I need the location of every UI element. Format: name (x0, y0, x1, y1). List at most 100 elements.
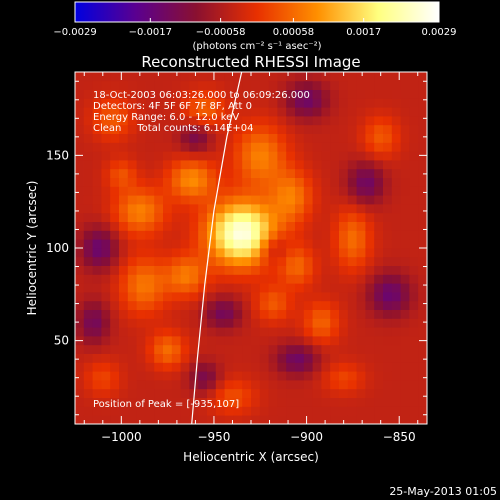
heatmap-cell (383, 327, 393, 337)
heatmap-cell (101, 406, 111, 416)
heatmap-cell (180, 204, 190, 214)
heatmap-cell (347, 89, 357, 99)
heatmap-cell (163, 248, 173, 258)
heatmap-cell (356, 397, 366, 407)
heatmap-cell (286, 415, 296, 424)
heatmap-cell (400, 239, 410, 249)
heatmap-cell (110, 142, 120, 152)
heatmap-cell (215, 107, 225, 117)
heatmap-cell (189, 133, 199, 143)
heatmap-cell (251, 133, 261, 143)
heatmap-cell (171, 168, 181, 178)
heatmap-cell (312, 160, 322, 170)
heatmap-cell (83, 353, 93, 363)
heatmap-cell (198, 186, 208, 196)
heatmap-cell (312, 89, 322, 99)
heatmap-cell (339, 107, 349, 117)
heatmap-cell (136, 80, 146, 90)
heatmap-cell (295, 300, 305, 310)
heatmap-cell (259, 265, 269, 275)
heatmap-cell (136, 292, 146, 302)
heatmap-cell (374, 274, 384, 284)
heatmap-cell (154, 256, 164, 266)
heatmap-cell (374, 160, 384, 170)
heatmap-cell (409, 116, 419, 126)
heatmap-cell (347, 300, 357, 310)
heatmap-cell (286, 300, 296, 310)
heatmap-cell (409, 80, 419, 90)
heatmap-cell (198, 406, 208, 416)
heatmap-cell (277, 186, 287, 196)
heatmap-cell (259, 406, 269, 416)
heatmap-cell (224, 353, 234, 363)
heatmap-cell (418, 292, 427, 302)
heatmap-cell (119, 186, 129, 196)
heatmap-cell (171, 388, 181, 398)
heatmap-cell (400, 344, 410, 354)
heatmap-cell (207, 142, 217, 152)
heatmap-cell (374, 204, 384, 214)
heatmap-cell (233, 256, 243, 266)
heatmap-cell (136, 89, 146, 99)
heatmap-cell (339, 98, 349, 108)
heatmap-cell (277, 380, 287, 390)
heatmap-cell (303, 133, 313, 143)
heatmap-cell (259, 336, 269, 346)
heatmap-cell (136, 124, 146, 134)
heatmap-cell (233, 265, 243, 275)
heatmap-cell (215, 336, 225, 346)
heatmap-cell (180, 116, 190, 126)
heatmap-cell (312, 133, 322, 143)
heatmap-cell (312, 107, 322, 117)
heatmap-cell (92, 265, 102, 275)
heatmap-cell (383, 195, 393, 205)
heatmap-cell (339, 371, 349, 381)
heatmap-cell (207, 283, 217, 293)
heatmap-cell (127, 362, 137, 372)
heatmap-cell (391, 195, 401, 205)
heatmap-cell (215, 309, 225, 319)
heatmap-cell (374, 98, 384, 108)
heatmap-cell (83, 388, 93, 398)
heatmap-cell (180, 221, 190, 231)
colorbar-tick-label: 0.0029 (422, 27, 457, 38)
heatmap-cell (215, 292, 225, 302)
heatmap-cell (92, 327, 102, 337)
heatmap-cell (312, 344, 322, 354)
heatmap-cell (92, 204, 102, 214)
heatmap-cell (198, 89, 208, 99)
heatmap-cell (356, 142, 366, 152)
heatmap-cell (295, 344, 305, 354)
heatmap-cell (312, 283, 322, 293)
heatmap-cell (259, 177, 269, 187)
heatmap-cell (391, 80, 401, 90)
heatmap-cell (356, 336, 366, 346)
heatmap-cell (171, 98, 181, 108)
heatmap-cell (418, 388, 427, 398)
heatmap-cell (251, 318, 261, 328)
heatmap-cell (180, 309, 190, 319)
heatmap-cell (330, 318, 340, 328)
heatmap-cell (321, 371, 331, 381)
heatmap-cell (154, 221, 164, 231)
heatmap-cell (83, 221, 93, 231)
heatmap-cell (418, 98, 427, 108)
heatmap-cell (233, 336, 243, 346)
heatmap-cell (409, 230, 419, 240)
heatmap-cell (101, 98, 111, 108)
heatmap-cell (198, 160, 208, 170)
heatmap-cell (75, 300, 85, 310)
heatmap-cell (295, 371, 305, 381)
heatmap-cell (303, 327, 313, 337)
heatmap-cell (383, 353, 393, 363)
heatmap-cell (295, 186, 305, 196)
heatmap-cell (409, 300, 419, 310)
heatmap-cell (268, 195, 278, 205)
heatmap-cell (295, 133, 305, 143)
heatmap-cell (110, 300, 120, 310)
heatmap-cell (400, 248, 410, 258)
heatmap-cell (391, 107, 401, 117)
heatmap-cell (136, 221, 146, 231)
heatmap-cell (198, 318, 208, 328)
heatmap-cell (119, 177, 129, 187)
